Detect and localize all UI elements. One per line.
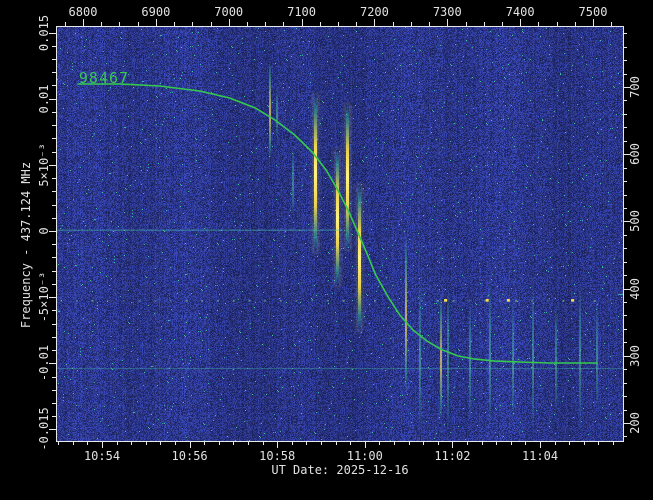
footer-date-label: UT Date: 2025-12-16	[271, 463, 409, 477]
top-axis-tick-label: 7400	[505, 5, 535, 19]
left-axis-tick-label: 5×10⁻³	[37, 143, 51, 187]
right-axis-tick-label: 400	[628, 277, 642, 300]
timing-dot-bright	[485, 299, 489, 302]
timing-dot	[122, 300, 125, 302]
doppler-overlay-layer	[56, 83, 623, 370]
timing-dot	[405, 300, 408, 302]
timing-dot	[201, 300, 204, 302]
timing-dot	[483, 300, 486, 302]
timing-dot	[326, 300, 329, 302]
timing-dot	[452, 300, 455, 302]
timing-dot	[185, 300, 188, 302]
right-axis-tick-label: 500	[628, 210, 642, 233]
timing-dot	[468, 300, 471, 302]
right-axis-tick-label: 200	[628, 412, 642, 434]
right-axis-tick-label: 300	[628, 344, 642, 367]
top-axis-tick-label: 7000	[214, 5, 244, 19]
right-axis-tick-label: 700	[628, 76, 642, 98]
timing-dot	[248, 300, 251, 302]
timing-dot	[264, 300, 267, 302]
timing-dot	[421, 300, 424, 302]
timing-dot-bright	[444, 299, 448, 302]
top-axis-tick-label: 7100	[287, 5, 317, 19]
left-axis-title: Frequency - 437.124 MHz	[19, 161, 33, 329]
timing-dot	[295, 300, 298, 302]
timing-dot	[374, 300, 376, 302]
top-axis-tick-label: 7300	[432, 5, 462, 19]
timing-dot	[60, 300, 62, 302]
timing-dot-bright	[506, 299, 510, 302]
top-axis-tick-label: 6800	[68, 5, 98, 19]
timing-dot	[342, 300, 345, 302]
timing-dot	[562, 300, 565, 302]
timing-dot	[138, 300, 141, 302]
left-axis-tick-label: 0.015	[37, 14, 51, 51]
timing-dot	[515, 300, 518, 302]
top-axis-tick-label: 7500	[578, 5, 608, 19]
timing-dot	[91, 300, 94, 302]
bottom-axis-tick-label: 10:54	[83, 449, 121, 463]
doppler-curve	[77, 83, 598, 364]
timing-dot	[75, 300, 78, 302]
timing-dot	[311, 300, 314, 302]
top-axis-tick-label: 6900	[141, 5, 171, 19]
timing-dot	[531, 300, 533, 302]
left-axis-tick-label: -5×10⁻³	[37, 271, 51, 323]
right-axis-tick-label: 600	[628, 143, 642, 166]
timing-dot	[499, 300, 502, 302]
bottom-axis-tick-label: 11:04	[521, 449, 559, 463]
left-axis-tick-label: -0.015	[37, 407, 51, 452]
timing-dot	[593, 300, 596, 302]
timing-dot	[436, 300, 439, 302]
bottom-axis-tick-label: 11:00	[346, 449, 383, 463]
left-axis-tick-label: -0.01	[37, 345, 51, 382]
timing-dot	[609, 300, 612, 302]
top-axis-tick-label: 7200	[359, 5, 389, 19]
timing-dot	[154, 300, 157, 302]
left-axis-tick-label: 0.01	[37, 84, 51, 114]
spectrogram-noise-canvas	[56, 26, 623, 441]
left-axis-tick-label: 0	[37, 227, 51, 235]
timing-dot	[169, 300, 172, 302]
satellite-id-label: 98467	[78, 69, 130, 87]
bottom-axis-tick-label: 10:56	[171, 449, 208, 463]
timing-dot	[578, 300, 581, 302]
bottom-axis-tick-label: 10:58	[259, 449, 296, 463]
timing-dot	[107, 300, 110, 302]
timing-dot-bright	[571, 299, 575, 302]
timing-dot	[279, 300, 282, 302]
plot-border	[56, 26, 624, 442]
bottom-axis-tick-label: 11:02	[434, 449, 471, 463]
timing-dot	[217, 300, 219, 302]
timing-dot	[546, 300, 549, 302]
timing-dot	[232, 300, 235, 302]
timing-dot	[358, 300, 361, 302]
spectrogram-plot-area[interactable]: 98467	[56, 26, 623, 441]
